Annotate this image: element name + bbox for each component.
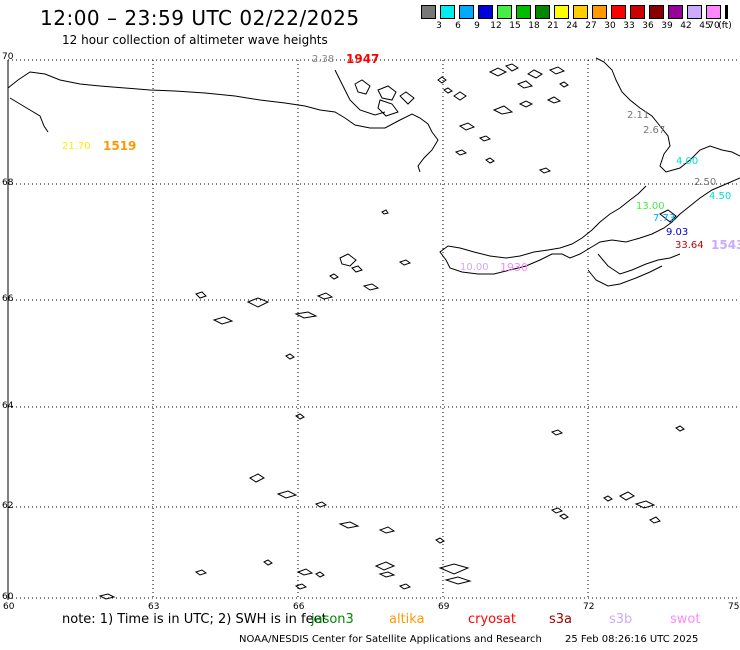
- legend-swatch: [459, 5, 474, 19]
- lat-label: 60: [2, 592, 14, 602]
- wave-height-label: 13.00: [636, 201, 665, 212]
- legend-label: 27: [585, 21, 597, 31]
- legend-unit: (ft): [718, 21, 732, 31]
- wave-height-label: 10.00: [460, 262, 489, 273]
- legend-swatch: [687, 5, 702, 19]
- credit-text: NOAA/NESDIS Center for Satellite Applica…: [239, 634, 542, 645]
- legend-swatch: [440, 5, 455, 19]
- pass-time-label: 1519: [103, 139, 137, 153]
- legend-label: 39: [661, 21, 673, 31]
- legend-label: 70: [708, 21, 720, 31]
- footer-note: note: 1) Time is in UTC; 2) SWH is in fe…: [62, 612, 327, 627]
- legend-label: 18: [528, 21, 540, 31]
- legend-label: 24: [566, 21, 578, 31]
- legend-label: 30: [604, 21, 616, 31]
- legend-swatch: [554, 5, 569, 19]
- lat-label: 70: [2, 52, 14, 62]
- wave-height-label: 2.67: [643, 125, 666, 136]
- legend-swatch: [611, 5, 626, 19]
- legend-label: 42: [680, 21, 692, 31]
- wave-height-label: 21.70: [62, 141, 91, 152]
- wave-height-label: 2.11: [627, 110, 650, 121]
- legend-swatch: [573, 5, 588, 19]
- legend-swatch: [478, 5, 493, 19]
- legend-label: 45: [699, 21, 711, 31]
- lon-label: 60: [3, 602, 15, 612]
- satellite-s3b: s3b: [609, 612, 633, 627]
- satellite-cryosat: cryosat: [468, 612, 516, 627]
- wave-height-label: 7.73: [653, 213, 676, 224]
- lat-label: 66: [2, 294, 14, 304]
- satellite-altika: altika: [389, 612, 425, 627]
- legend-label: 21: [547, 21, 559, 31]
- legend-label: 33: [623, 21, 635, 31]
- satellite-swot: swot: [670, 612, 701, 627]
- legend-swatch: [706, 5, 721, 19]
- lon-label: 75: [728, 602, 740, 612]
- generated-timestamp: 25 Feb 08:26:16 UTC 2025: [565, 634, 699, 645]
- wave-height-label: 9.03: [666, 227, 689, 238]
- legend-swatch: [668, 5, 683, 19]
- legend-swatch: [497, 5, 512, 19]
- legend-label: 12: [490, 21, 502, 31]
- map-subtitle: 12 hour collection of altimeter wave hei…: [62, 33, 328, 47]
- pass-time-label: 1947: [346, 52, 380, 66]
- wave-height-label: 33.64: [675, 240, 704, 251]
- legend-label: 15: [509, 21, 521, 31]
- wave-height-label: 4.50: [709, 191, 732, 202]
- legend-label: 6: [455, 21, 461, 31]
- coastline: [7, 57, 740, 287]
- lon-label: 63: [148, 602, 160, 612]
- legend-swatch: [516, 5, 531, 19]
- legend-swatch: [725, 5, 728, 19]
- lon-label: 72: [583, 602, 595, 612]
- wave-height-label: 2.38: [312, 54, 335, 65]
- legend-swatch: [592, 5, 607, 19]
- legend-swatch: [535, 5, 550, 19]
- pass-time-label: 1930: [500, 261, 528, 274]
- legend-swatch: [421, 5, 436, 19]
- wave-height-label: 4.00: [676, 156, 699, 167]
- lon-label: 69: [438, 602, 450, 612]
- satellite-jason3: jason3: [311, 612, 354, 627]
- lat-label: 64: [2, 401, 14, 411]
- lat-label: 62: [2, 501, 14, 511]
- legend-label: 9: [474, 21, 480, 31]
- islands: [98, 63, 685, 600]
- pass-time-label: 1543: [711, 238, 740, 252]
- map-title: 12:00 – 23:59 UTC 02/22/2025: [40, 6, 360, 30]
- legend-label: 3: [436, 21, 442, 31]
- lon-label: 66: [293, 602, 305, 612]
- legend-swatch: [649, 5, 664, 19]
- satellite-s3a: s3a: [549, 612, 573, 627]
- lat-label: 68: [2, 178, 14, 188]
- wave-height-label: 2.50: [694, 177, 717, 188]
- legend-swatch: [630, 5, 645, 19]
- legend-label: 36: [642, 21, 654, 31]
